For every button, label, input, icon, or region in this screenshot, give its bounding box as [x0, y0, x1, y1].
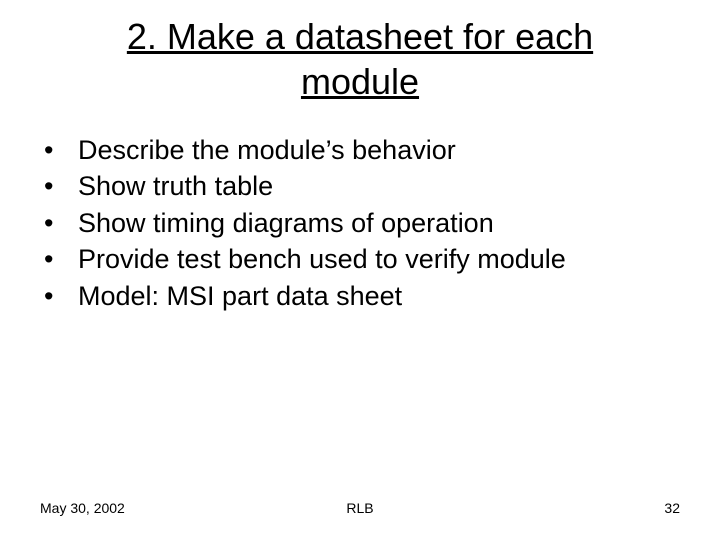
list-item: • Show truth table [40, 168, 680, 204]
bullet-text: Provide test bench used to verify module [78, 241, 566, 277]
bullet-icon: • [40, 168, 78, 204]
bullet-text: Show truth table [78, 168, 273, 204]
slide-body: • Describe the module’s behavior • Show … [0, 104, 720, 314]
slide-title: 2. Make a datasheet for each module [0, 0, 720, 104]
bullet-icon: • [40, 241, 78, 277]
bullet-text: Describe the module’s behavior [78, 132, 456, 168]
list-item: • Describe the module’s behavior [40, 132, 680, 168]
slide: 2. Make a datasheet for each module • De… [0, 0, 720, 540]
footer-date: May 30, 2002 [40, 500, 125, 516]
bullet-text: Model: MSI part data sheet [78, 278, 402, 314]
bullet-list: • Describe the module’s behavior • Show … [40, 132, 680, 314]
footer-page-number: 32 [664, 500, 680, 516]
list-item: • Model: MSI part data sheet [40, 278, 680, 314]
slide-footer: May 30, 2002 RLB 32 [0, 500, 720, 516]
title-line-2: module [301, 61, 419, 102]
title-line-1: 2. Make a datasheet for each [127, 16, 593, 57]
bullet-icon: • [40, 205, 78, 241]
bullet-text: Show timing diagrams of operation [78, 205, 494, 241]
bullet-icon: • [40, 132, 78, 168]
bullet-icon: • [40, 278, 78, 314]
list-item: • Show timing diagrams of operation [40, 205, 680, 241]
list-item: • Provide test bench used to verify modu… [40, 241, 680, 277]
